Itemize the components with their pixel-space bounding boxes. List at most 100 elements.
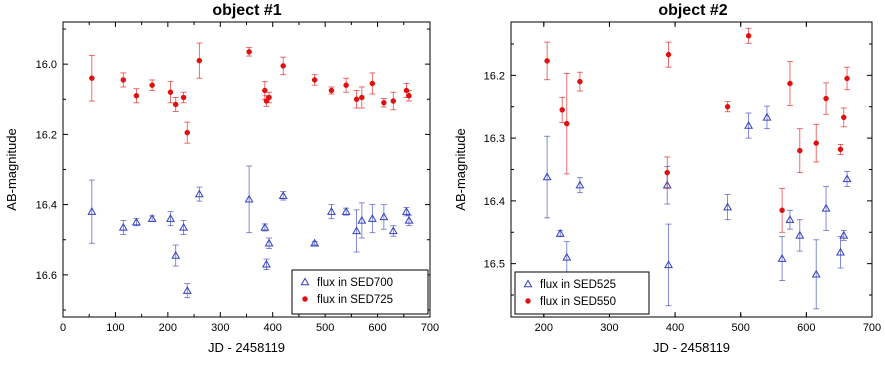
data-point-circle [664,169,670,176]
data-point-triangle [401,207,411,215]
legend-label: flux in SED550 [540,296,616,308]
data-point-triangle [379,212,389,221]
data-point-circle [559,107,565,113]
legend-box [514,271,650,315]
data-point-triangle [762,112,772,121]
legend-marker-triangle [523,279,533,288]
chart-title: object #1 [212,2,281,19]
data-point-triangle [367,214,377,222]
data-point-triangle [357,215,367,224]
data-point-triangle [744,120,754,129]
data-point-circle [823,95,829,102]
data-point-circle [724,103,731,110]
data-point-triangle [179,222,189,231]
data-point-circle [381,100,387,106]
data-point-circle [180,94,187,101]
data-point-circle [779,207,785,214]
data-point-triangle [542,172,552,181]
data-point-circle [841,114,847,121]
data-point-circle [353,96,360,103]
data-point-circle [149,82,155,88]
data-point-triangle [310,238,320,247]
data-point-circle [390,98,397,104]
data-point-triangle [785,215,795,223]
x-tick-label: 600 [368,322,386,334]
legend-box [291,269,429,315]
legend-marker-triangle [300,277,310,286]
y-tick-label: 16.6 [36,270,57,282]
legend: flux in SED700 flux in SED725 [291,269,429,315]
data-point-triangle [811,269,821,278]
data-point-circle [544,58,550,64]
x-tick-label: 700 [421,322,439,334]
x-tick-label: 300 [211,322,229,334]
data-point-triangle [260,222,270,231]
chart-panel-2: object #2 200 300 400 500 600 700 16.2 16.3 16.4 1… [453,2,881,355]
data-point-circle [564,120,570,127]
y-axis-label: AB-magnitude [4,128,19,210]
x-tick-label: 100 [106,322,124,334]
data-point-triangle [166,214,175,222]
data-point-circle [406,93,412,99]
data-point-circle [311,77,318,83]
x-axis-label: JD - 2458119 [208,340,285,355]
series-2 [88,42,413,144]
data-point-triangle [261,259,271,268]
x-tick-label: 600 [797,322,815,334]
data-point-circle [120,77,127,83]
data-point-triangle [352,226,362,235]
data-point-triangle [171,250,181,259]
data-point-circle [172,101,179,108]
data-point-triangle [182,286,192,294]
x-tick-label: 500 [316,322,334,334]
data-point-circle [369,80,376,87]
data-point-triangle [836,247,845,256]
x-tick-label: 200 [159,322,177,334]
data-point-triangle [777,254,787,262]
legend-marker-circle [302,296,308,302]
legend-marker-circle [525,298,531,304]
y-tick-label: 16.3 [484,133,505,145]
data-point-circle [745,33,752,39]
legend-label: flux in SED525 [540,279,616,291]
data-point-circle [577,78,583,85]
data-point-circle [665,51,672,58]
data-point-circle [359,94,365,101]
data-point-circle [813,140,819,146]
data-point-triangle [842,174,852,183]
y-tick-label: 16.4 [484,196,505,208]
data-point-circle [167,89,174,95]
data-point-circle [343,82,349,88]
data-point-triangle [341,207,351,215]
x-tick-label: 700 [863,322,881,334]
data-point-triangle [562,252,572,261]
data-point-circle [196,57,203,64]
series-1 [87,165,414,299]
data-point-circle [280,63,286,69]
data-point-triangle [118,222,128,231]
data-point-triangle [795,230,805,239]
chart-title: object #2 [658,2,727,19]
data-point-triangle [555,228,565,237]
x-axis-label: JD - 2458119 [653,340,730,355]
data-point-circle [246,49,252,55]
legend-label: flux in SED700 [317,277,393,289]
data-point-triangle [264,238,274,247]
data-point-triangle [244,194,254,203]
data-point-triangle [326,207,336,215]
data-point-triangle [404,215,414,224]
data-point-circle [89,75,95,81]
y-tick-label: 16.5 [484,259,505,271]
x-tick-label: 400 [666,322,684,334]
y-tick-label: 16.2 [36,129,57,141]
data-point-triangle [839,230,849,239]
legend: flux in SED525 flux in SED550 [514,271,650,315]
data-point-circle [266,94,272,101]
data-point-circle [844,75,850,82]
data-point-circle [133,93,140,99]
legend-label: flux in SED725 [317,294,393,306]
x-tick-label: 400 [264,322,282,334]
data-point-circle [797,147,803,154]
x-tick-label: 0 [60,322,66,334]
